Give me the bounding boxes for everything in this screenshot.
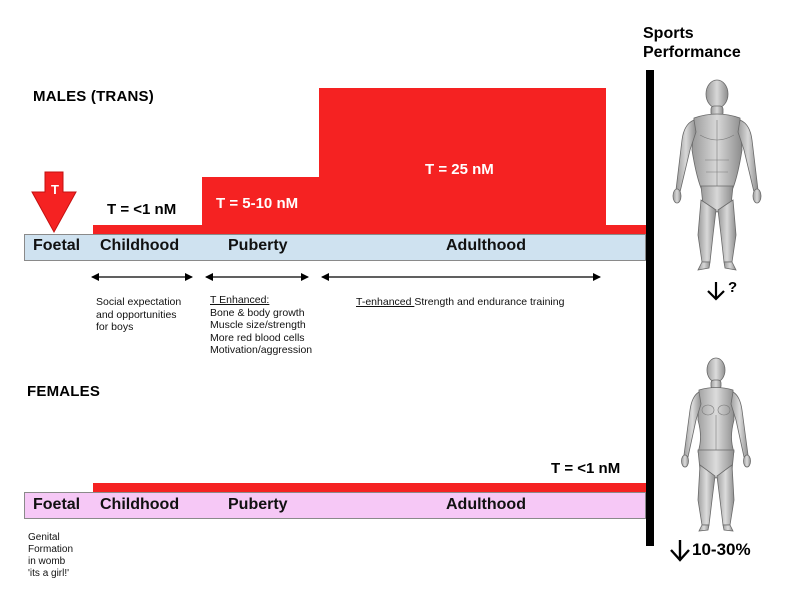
male-performance-change: ?: [728, 279, 738, 296]
childhood-note: Social expectation and opportunities for…: [96, 296, 181, 334]
male-t-arrow-label: T: [51, 182, 59, 197]
puberty-note-line: Muscle size/strength: [210, 319, 306, 331]
puberty-note-line: Bone & body growth: [210, 306, 305, 319]
childhood-note-line: and opportunities: [96, 308, 177, 321]
adulthood-note-rest: Strength and endurance training: [414, 296, 565, 308]
females-section-title: FEMALES: [27, 383, 101, 400]
childhood-note-line: for boys: [96, 321, 134, 333]
puberty-note-heading: T Enhanced:: [210, 294, 270, 306]
sports-performance-header: Sports Performance: [643, 24, 741, 62]
female-stage-adulthood: Adulthood: [446, 496, 526, 513]
male-t-level-adulthood: T = 25 nM: [425, 161, 494, 178]
male-t-level-puberty: T = 5-10 nM: [216, 195, 299, 212]
childhood-note-line: Social expectation: [96, 296, 182, 308]
male-t-block-childhood: [93, 225, 202, 234]
female-stage-childhood: Childhood: [100, 496, 180, 513]
male-stage-bar: [24, 234, 646, 261]
male-stage-foetal: Foetal: [33, 237, 81, 254]
adulthood-note-underlined: T-enhanced: [356, 296, 415, 308]
puberty-note-line: More red blood cells: [210, 331, 305, 344]
adulthood-note: T-enhanced Strength and endurance traini…: [356, 296, 564, 309]
female-foetal-note-line: 'its a girl!': [28, 568, 70, 579]
male-t-block-puberty: [202, 177, 319, 234]
males-section-title: MALES (TRANS): [33, 88, 154, 105]
female-stage-bar: [24, 492, 646, 519]
puberty-note: T Enhanced: Bone & body growth Muscle si…: [210, 294, 312, 357]
male-stage-childhood: Childhood: [100, 237, 180, 254]
male-t-block-adulthood: [319, 88, 606, 234]
male-t-block-tail: [606, 225, 646, 234]
female-foetal-note-line: in womb: [28, 556, 66, 567]
female-stage-foetal: Foetal: [33, 496, 81, 513]
performance-divider: [646, 70, 654, 546]
male-t-level-childhood: T = <1 nM: [107, 201, 177, 218]
female-t-level: T = <1 nM: [551, 460, 621, 477]
female-t-block: [93, 483, 646, 492]
sports-header-line2: Performance: [643, 44, 741, 61]
female-foetal-note-line: Formation: [28, 544, 74, 555]
female-performance-change: 10-30%: [692, 540, 751, 559]
male-stage-puberty: Puberty: [228, 237, 288, 254]
puberty-note-line: Motivation/aggression: [210, 344, 313, 356]
female-stage-puberty: Puberty: [228, 496, 288, 513]
female-foetal-note: Genital Formation in womb 'its a girl!': [28, 532, 73, 580]
male-stage-adulthood: Adulthood: [446, 237, 526, 254]
sports-header-line1: Sports: [643, 25, 694, 42]
female-foetal-note-line: Genital: [28, 532, 60, 543]
